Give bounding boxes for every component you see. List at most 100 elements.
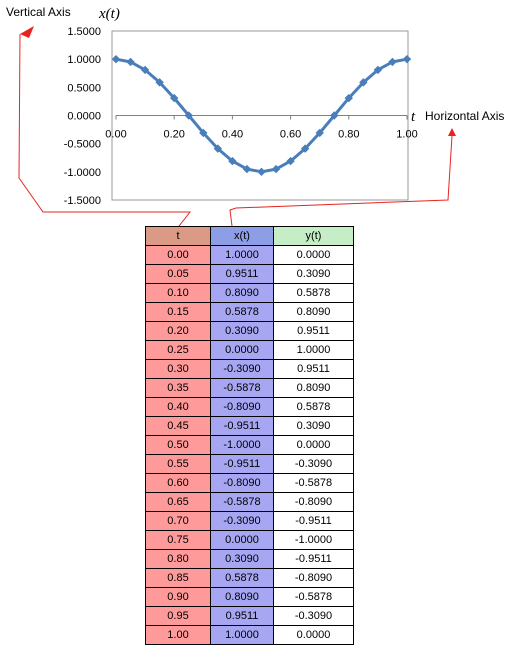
cell-t: 0.40 xyxy=(145,397,211,417)
table-row: 0.90 0.8090 -0.5878 xyxy=(145,587,354,607)
cell-t: 0.95 xyxy=(145,606,211,626)
table-row: 0.15 0.5878 0.8090 xyxy=(145,302,354,322)
table-row: 0.45 -0.9511 0.3090 xyxy=(145,416,354,436)
y-tick-label: -1.5000 xyxy=(64,195,101,207)
cell-t: 0.45 xyxy=(145,416,211,436)
cell-y: 0.5878 xyxy=(273,283,354,303)
data-point-marker xyxy=(373,65,383,75)
cell-y: 0.5878 xyxy=(273,397,354,417)
cell-t: 0.90 xyxy=(145,587,211,607)
data-point-marker xyxy=(213,144,223,153)
cell-y: -0.3090 xyxy=(273,606,354,626)
table-row: 0.85 0.5878 -0.8090 xyxy=(145,568,354,588)
table-row: 0.65 -0.5878 -0.8090 xyxy=(145,492,354,512)
data-point-marker xyxy=(257,167,266,177)
table-row: 0.75 0.0000 -1.0000 xyxy=(145,530,354,550)
x-tick-label: 0.20 xyxy=(163,129,184,141)
cell-x: 0.5878 xyxy=(210,568,274,588)
table-row: 0.00 1.0000 0.0000 xyxy=(145,245,354,265)
cell-x: -0.9511 xyxy=(210,416,274,436)
cell-y: -0.8090 xyxy=(273,568,354,588)
y-tick-label: -1.0000 xyxy=(64,167,101,179)
x-tick-label: 0.60 xyxy=(280,129,301,141)
data-point-marker xyxy=(300,144,310,153)
cell-x: -0.3090 xyxy=(210,511,274,531)
cell-t: 0.60 xyxy=(145,473,211,493)
cell-t: 0.70 xyxy=(145,511,211,531)
table-row: 0.60 -0.8090 -0.5878 xyxy=(145,473,354,493)
cell-t: 0.80 xyxy=(145,549,211,569)
data-point-marker xyxy=(330,111,339,120)
horizontal-axis-callout-line xyxy=(229,135,453,226)
data-table: t x(t) y(t) 0.00 1.0000 0.0000 0.05 0.9511 0.… xyxy=(145,226,354,645)
cell-x: 0.0000 xyxy=(210,340,274,360)
data-point-marker xyxy=(111,54,121,64)
table-row: 0.50 -1.0000 0.0000 xyxy=(145,435,354,455)
cell-y: 0.9511 xyxy=(273,321,354,341)
table-row: 0.30 -0.3090 0.9511 xyxy=(145,359,354,379)
y-tick-label: -0.5000 xyxy=(64,139,101,151)
cell-x: -0.8090 xyxy=(210,397,274,417)
column-header-y: y(t) xyxy=(273,226,354,246)
cell-x: 0.3090 xyxy=(210,321,274,341)
cell-t: 0.50 xyxy=(145,435,211,455)
cell-y: 0.3090 xyxy=(273,264,354,284)
cell-t: 0.65 xyxy=(145,492,211,512)
x-tick-label: 0.80 xyxy=(338,129,359,141)
data-point-marker xyxy=(126,57,135,67)
table-row: 0.80 0.3090 -0.9511 xyxy=(145,549,354,569)
cell-x: 1.0000 xyxy=(210,245,274,265)
cell-t: 0.10 xyxy=(145,283,211,303)
cell-t: 0.15 xyxy=(145,302,211,322)
cell-y: -0.8090 xyxy=(273,492,354,512)
table-row: 0.10 0.8090 0.5878 xyxy=(145,283,354,303)
x-tick-label: 0.40 xyxy=(222,129,243,141)
data-point-marker xyxy=(388,57,397,67)
cell-x: 0.9511 xyxy=(210,606,274,626)
cell-t: 0.30 xyxy=(145,359,211,379)
cell-y: 0.0000 xyxy=(273,435,354,455)
y-variable-label: x(t) xyxy=(98,6,120,22)
table-row: 0.35 -0.5878 0.8090 xyxy=(145,378,354,398)
cell-t: 0.20 xyxy=(145,321,211,341)
table-row: 0.40 -0.8090 0.5878 xyxy=(145,397,354,417)
data-point-marker xyxy=(286,156,295,166)
cell-t: 0.75 xyxy=(145,530,211,550)
cell-x: 0.0000 xyxy=(210,530,274,550)
cell-y: 0.9511 xyxy=(273,359,354,379)
vertical-axis-callout-arrowhead xyxy=(20,26,34,38)
cell-x: -0.5878 xyxy=(210,378,274,398)
data-point-marker xyxy=(359,78,368,87)
y-tick-label: 1.0000 xyxy=(67,54,101,66)
cell-t: 0.25 xyxy=(145,340,211,360)
vertical-axis-annotation: Vertical Axis xyxy=(6,5,71,19)
y-tick-label: 0.5000 xyxy=(67,82,101,94)
table-row: 0.55 -0.9511 -0.3090 xyxy=(145,454,354,474)
cell-x: -1.0000 xyxy=(210,435,274,455)
table-row: 0.05 0.9511 0.3090 xyxy=(145,264,354,284)
cell-x: 1.0000 xyxy=(210,625,274,645)
cell-y: 1.0000 xyxy=(273,340,354,360)
cell-x: -0.9511 xyxy=(210,454,274,474)
cell-x: -0.8090 xyxy=(210,473,274,493)
cell-t: 0.00 xyxy=(145,245,211,265)
y-tick-labels: 1.5000 1.0000 0.5000 0.0000 -0.5000 -1.0000 -1… xyxy=(64,26,101,207)
data-point-marker xyxy=(199,128,208,138)
horizontal-axis-callout-arrowhead xyxy=(448,128,456,136)
x-tick-marks xyxy=(115,115,408,120)
cell-y: -0.5878 xyxy=(273,473,354,493)
y-tick-label: 0.0000 xyxy=(67,111,101,123)
cell-x: 0.3090 xyxy=(210,549,274,569)
cell-y: 0.8090 xyxy=(273,378,354,398)
x-variable-label: t xyxy=(411,109,416,125)
data-point-marker xyxy=(315,128,324,138)
cell-y: 0.3090 xyxy=(273,416,354,436)
data-point-marker xyxy=(242,164,252,174)
table-row: 0.25 0.0000 1.0000 xyxy=(145,340,354,360)
data-point-marker xyxy=(271,164,281,174)
cell-y: -0.9511 xyxy=(273,511,354,531)
data-point-marker xyxy=(344,93,353,103)
cell-t: 0.85 xyxy=(145,568,211,588)
table-row: 1.00 1.0000 0.0000 xyxy=(145,625,354,645)
table-row: 0.20 0.3090 0.9511 xyxy=(145,321,354,341)
